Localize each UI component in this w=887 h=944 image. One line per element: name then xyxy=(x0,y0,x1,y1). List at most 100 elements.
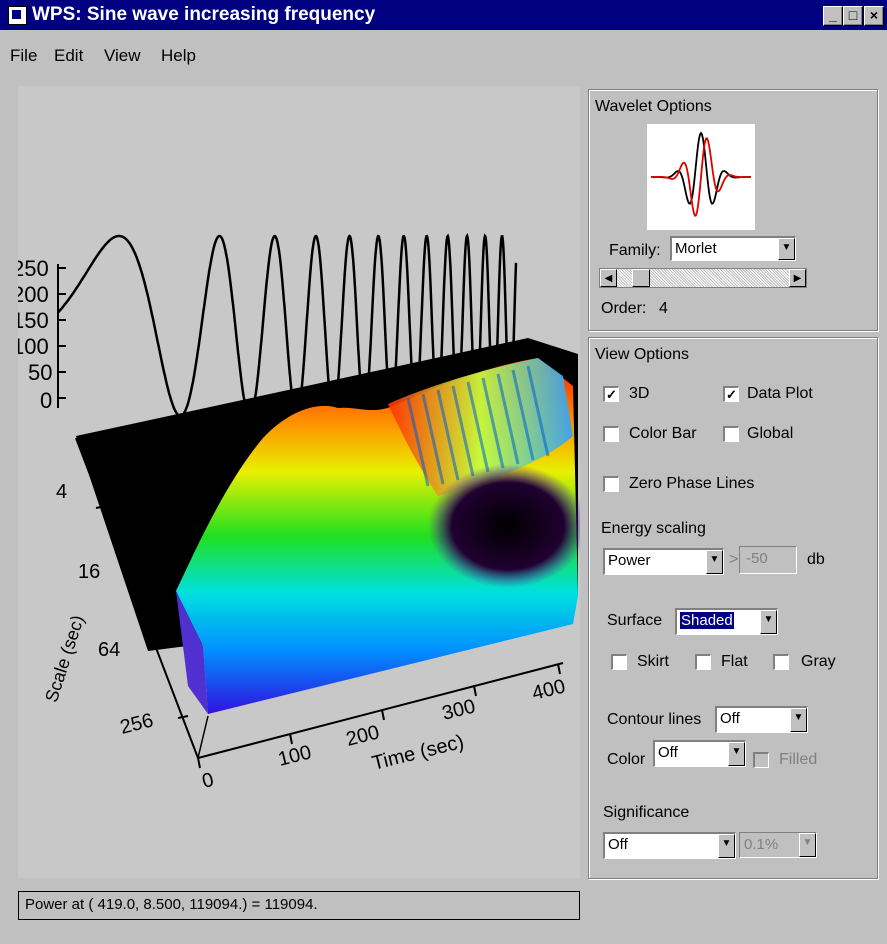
data-tick-100: 100 xyxy=(18,334,49,359)
wavelet-icon xyxy=(651,131,751,217)
order-slider[interactable]: ◀ ▶ xyxy=(599,268,807,288)
checkbox-zero-phase-label: Zero Phase Lines xyxy=(629,475,755,492)
contour-lines-label: Contour lines xyxy=(607,711,702,728)
order-slider-thumb[interactable] xyxy=(632,269,651,287)
contour-value: Off xyxy=(720,710,740,727)
checkbox-3d[interactable]: ✓ xyxy=(603,386,619,402)
wavelet-preview xyxy=(647,124,755,230)
close-button[interactable]: × xyxy=(864,6,884,26)
data-tick-150: 150 xyxy=(18,308,49,333)
data-tick-200: 200 xyxy=(18,282,49,307)
chevron-down-icon[interactable]: ▼ xyxy=(778,238,795,260)
check-icon: ✓ xyxy=(726,387,737,402)
chevron-down-icon[interactable]: ▼ xyxy=(706,550,723,574)
data-tick-0: 0 xyxy=(40,388,52,413)
db-threshold-input[interactable]: -50 xyxy=(739,546,797,574)
surface-ridges xyxy=(388,358,573,496)
check-icon: ✓ xyxy=(606,387,617,402)
menu-help[interactable]: Help xyxy=(161,46,196,65)
checkbox-skirt-label: Skirt xyxy=(637,653,669,670)
checkbox-skirt[interactable] xyxy=(611,654,627,670)
significance-level-value: 0.1% xyxy=(744,836,779,853)
minimize-button[interactable]: _ xyxy=(823,6,843,26)
menu-edit[interactable]: Edit xyxy=(54,46,84,65)
time-axis-label: Time (sec) xyxy=(370,731,466,775)
scale-tick-4: 4 xyxy=(56,481,67,503)
checkbox-data-plot[interactable]: ✓ xyxy=(723,386,739,402)
time-tick-300: 300 xyxy=(440,695,478,724)
window-title: WPS: Sine wave increasing frequency xyxy=(32,4,376,25)
chevron-right-icon[interactable]: ▶ xyxy=(789,269,806,287)
scale-tick-64: 64 xyxy=(98,639,120,661)
checkbox-gray-label: Gray xyxy=(801,653,836,670)
energy-value: Power xyxy=(608,552,651,569)
data-tick-250: 250 xyxy=(18,256,49,281)
contour-select[interactable]: Off ▼ xyxy=(715,706,808,733)
chevron-down-icon[interactable]: ▼ xyxy=(718,834,735,858)
db-threshold-value: -50 xyxy=(746,550,768,567)
chevron-down-icon[interactable]: ▼ xyxy=(790,708,807,732)
color-select[interactable]: Off ▼ xyxy=(653,740,746,767)
data-y-ticks xyxy=(58,267,66,399)
surface-value: Shaded xyxy=(679,611,735,630)
view-options-group: View Options ✓ 3D ✓ Data Plot Color Bar … xyxy=(588,337,878,879)
plot-canvas: 250 200 150 100 50 0 xyxy=(18,232,580,793)
significance-select[interactable]: Off ▼ xyxy=(603,832,736,859)
checkbox-global-label: Global xyxy=(747,425,794,442)
scale-axis-label: Scale (sec) xyxy=(41,613,88,705)
time-tick-100: 100 xyxy=(276,741,314,770)
chevron-down-icon[interactable]: ▼ xyxy=(728,742,745,766)
checkbox-filled[interactable] xyxy=(753,752,769,768)
chevron-down-icon[interactable]: ▼ xyxy=(799,833,816,857)
surface-front-edge xyxy=(176,591,208,714)
color-value: Off xyxy=(658,744,678,761)
energy-scaling-label: Energy scaling xyxy=(601,520,706,537)
gt-symbol: > xyxy=(729,551,739,568)
checkbox-3d-label: 3D xyxy=(629,385,650,402)
data-tick-50: 50 xyxy=(28,360,52,385)
checkbox-flat[interactable] xyxy=(695,654,711,670)
view-options-title: View Options xyxy=(595,346,689,363)
time-tick-200: 200 xyxy=(344,721,382,750)
chevron-down-icon[interactable]: ▼ xyxy=(760,610,777,634)
plot-area[interactable]: 250 200 150 100 50 0 xyxy=(18,86,580,878)
significance-level-select[interactable]: 0.1% ▼ xyxy=(739,832,817,858)
order-value: 4 xyxy=(659,300,668,317)
scale-axis-ticks xyxy=(95,505,189,719)
surface-ridge-lines xyxy=(406,365,550,487)
energy-select[interactable]: Power ▼ xyxy=(603,548,724,575)
checkbox-gray[interactable] xyxy=(773,654,789,670)
significance-label: Significance xyxy=(603,804,690,821)
significance-value: Off xyxy=(608,836,628,853)
family-select[interactable]: Morlet ▼ xyxy=(670,236,796,261)
checkbox-data-plot-label: Data Plot xyxy=(747,385,813,402)
time-tick-400: 400 xyxy=(530,675,568,704)
scale-tick-16: 16 xyxy=(78,561,100,583)
checkbox-flat-label: Flat xyxy=(721,653,748,670)
menu-file[interactable]: File xyxy=(10,46,38,65)
time-axis xyxy=(197,662,564,759)
db-unit-label: db xyxy=(807,551,825,568)
chevron-left-icon[interactable]: ◀ xyxy=(600,269,617,287)
menu-view[interactable]: View xyxy=(104,46,141,65)
app-icon[interactable] xyxy=(8,6,27,25)
surface-select[interactable]: Shaded ▼ xyxy=(675,608,778,635)
surface-label: Surface xyxy=(607,612,663,629)
checkbox-filled-label: Filled xyxy=(779,751,818,768)
wavelet-options-group: Wavelet Options Family: Morlet ▼ ◀ ▶ Ord… xyxy=(588,89,878,331)
status-bar: Power at ( 419.0, 8.500, 119094.) = 1190… xyxy=(18,891,580,920)
wavelet-options-title: Wavelet Options xyxy=(595,98,712,115)
checkbox-global[interactable] xyxy=(723,426,739,442)
maximize-button[interactable]: □ xyxy=(843,6,863,26)
menu-bar: File Edit View Help xyxy=(0,31,887,65)
maximize-icon: □ xyxy=(848,7,858,23)
family-value: Morlet xyxy=(675,240,717,257)
surface-depression xyxy=(428,464,580,588)
scale-axis-stub xyxy=(197,715,209,759)
checkbox-zero-phase[interactable] xyxy=(603,476,619,492)
checkbox-color-bar[interactable] xyxy=(603,426,619,442)
close-icon: × xyxy=(869,7,879,23)
scale-axis xyxy=(75,437,199,759)
status-text: Power at ( 419.0, 8.500, 119094.) = 1190… xyxy=(25,896,318,913)
color-label: Color xyxy=(607,751,646,768)
